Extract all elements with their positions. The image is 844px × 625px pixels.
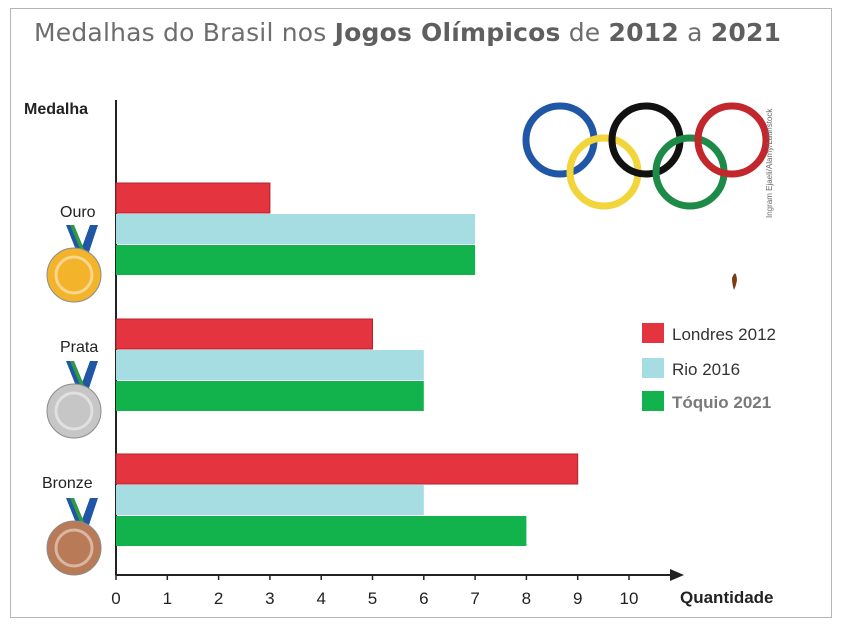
londres-2012-bar (115, 453, 579, 485)
axis-labels: Ouro Prata Bronze (42, 204, 98, 492)
londres-2012-bar (115, 318, 373, 350)
red-ring (694, 102, 770, 178)
legend-londres-2012-label: Londres 2012 (672, 325, 776, 344)
legend: Londres 2012 Rio 2016 Tóquio 2021 (642, 323, 776, 412)
bronze-medal-icon (46, 520, 102, 576)
medal-ribbon-stripe (70, 225, 84, 249)
ink-smudge (732, 273, 737, 290)
x-tick-label: 0 (111, 589, 120, 608)
photo-credit: Ingram Ejaeli/Alamy/Latinstock (765, 108, 774, 218)
x-tick-label: 6 (419, 589, 428, 608)
rio-2016-bar (116, 350, 424, 380)
legend-toquio-2021-swatch (642, 391, 664, 411)
bars (115, 182, 579, 546)
legend-rio-2016-swatch (642, 358, 664, 378)
category-label: Prata (60, 339, 98, 356)
x-tick-label: 4 (316, 589, 325, 608)
londres-2012-bar (115, 182, 271, 214)
chart-title: Medalhas do Brasil nos Jogos Olímpicos d… (34, 18, 782, 47)
silver-medal-icon (46, 383, 102, 439)
category-label: Bronze (42, 475, 93, 492)
x-tick-label: 7 (470, 589, 479, 608)
x-tick-label: 5 (368, 589, 377, 608)
legend-rio-2016-label: Rio 2016 (672, 360, 740, 379)
y-axis-label: Medalha (24, 101, 88, 118)
x-tick-label: 3 (265, 589, 274, 608)
x-tick-label: 8 (522, 589, 531, 608)
toquio-2021-bar (116, 516, 527, 546)
medal-inner-ring (54, 391, 94, 431)
toquio-2021-bar (116, 245, 476, 275)
x-tick-label: 9 (573, 589, 582, 608)
rio-2016-bar (116, 214, 476, 244)
x-tick-label: 1 (163, 589, 172, 608)
medal-inner-ring (54, 255, 94, 295)
rio-2016-bar (116, 485, 424, 515)
x-tick-label: 10 (620, 589, 639, 608)
x-axis-label: Quantidade (680, 588, 774, 607)
chart-frame (10, 8, 832, 618)
medal-inner-ring (54, 528, 94, 568)
medal-ribbon-stripe (70, 498, 84, 522)
toquio-2021-bar (116, 381, 424, 411)
olympic-rings-logo (522, 102, 770, 210)
legend-toquio-2021-label: Tóquio 2021 (672, 393, 771, 412)
gold-medal-icon (46, 247, 102, 303)
x-tick-label: 2 (214, 589, 223, 608)
blue-ring (522, 102, 598, 178)
medal-icons (46, 225, 102, 576)
legend-londres-2012-swatch (642, 323, 664, 343)
x-axis-arrow (670, 569, 684, 581)
medal-ribbon-stripe (70, 361, 84, 385)
category-label: Ouro (60, 204, 96, 221)
